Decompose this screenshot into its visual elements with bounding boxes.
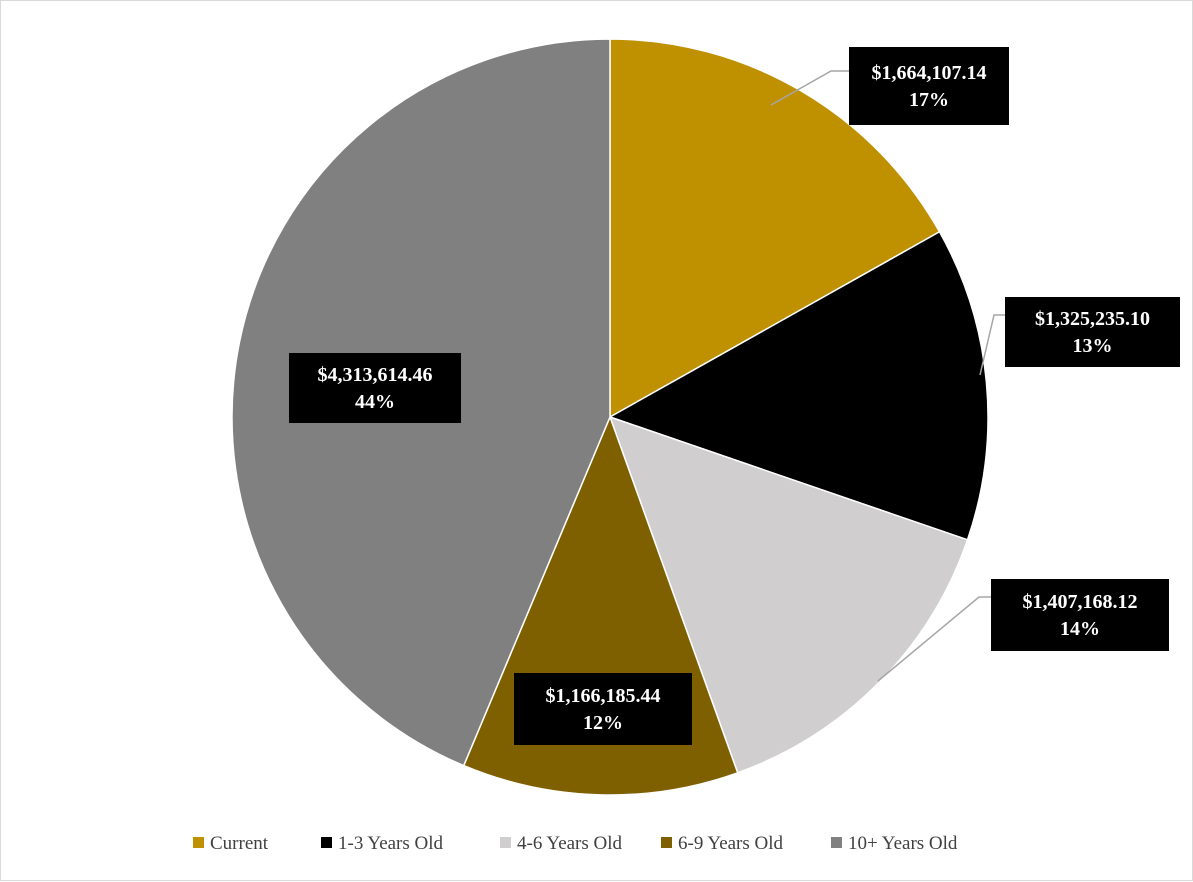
data-label: $4,313,614.46 44% xyxy=(289,353,461,423)
data-label-value: $1,664,107.14 xyxy=(872,62,987,84)
data-label-percent: 12% xyxy=(583,712,623,734)
data-label-box xyxy=(289,353,461,423)
data-label-box xyxy=(514,673,692,745)
data-label-percent: 14% xyxy=(1060,618,1100,640)
legend-label: 10+ Years Old xyxy=(848,833,958,854)
leader-line xyxy=(770,70,849,106)
data-label: $1,325,235.10 13% xyxy=(1005,297,1180,367)
legend-swatch xyxy=(831,837,842,848)
leader-line xyxy=(979,314,1005,376)
data-label-box xyxy=(991,579,1169,651)
data-label-value: $1,325,235.10 xyxy=(1035,308,1150,330)
legend-item: 10+ Years Old xyxy=(831,833,958,854)
legend-label: 6-9 Years Old xyxy=(678,833,784,854)
data-label-box xyxy=(1005,297,1180,367)
legend: Current 1-3 Years Old 4-6 Years Old 6-9 Yea… xyxy=(193,833,958,854)
pie-slice-4-6-years-old xyxy=(608,415,969,774)
leader-lines xyxy=(770,70,1005,682)
data-label-value: $4,313,614.46 xyxy=(318,364,433,386)
data-label: $1,664,107.14 17% xyxy=(849,47,1009,125)
data-label: $1,407,168.12 14% xyxy=(991,579,1169,651)
legend-item: 1-3 Years Old xyxy=(321,833,444,854)
pie-slice-current xyxy=(609,38,941,419)
leader-line xyxy=(877,596,991,682)
legend-item: 4-6 Years Old xyxy=(500,833,623,854)
data-labels: $1,664,107.14 17% $1,325,235.10 13% $1,407,1… xyxy=(289,47,1180,745)
legend-swatch xyxy=(661,837,672,848)
legend-item: 6-9 Years Old xyxy=(661,833,784,854)
legend-swatch xyxy=(193,837,204,848)
pie-slices xyxy=(231,38,989,796)
legend-label: Current xyxy=(210,833,269,854)
data-label-percent: 44% xyxy=(355,391,395,413)
data-label: $1,166,185.44 12% xyxy=(514,673,692,745)
legend-label: 1-3 Years Old xyxy=(338,833,444,854)
data-label-value: $1,407,168.12 xyxy=(1023,591,1138,613)
legend-label: 4-6 Years Old xyxy=(517,833,623,854)
legend-swatch xyxy=(500,837,511,848)
legend-swatch xyxy=(321,837,332,848)
data-label-value: $1,166,185.44 xyxy=(546,685,661,707)
data-label-percent: 17% xyxy=(909,89,949,111)
pie-slice-1-3-years-old xyxy=(608,230,989,541)
data-label-percent: 13% xyxy=(1073,335,1113,357)
legend-item: Current xyxy=(193,833,269,854)
data-label-box xyxy=(849,47,1009,125)
